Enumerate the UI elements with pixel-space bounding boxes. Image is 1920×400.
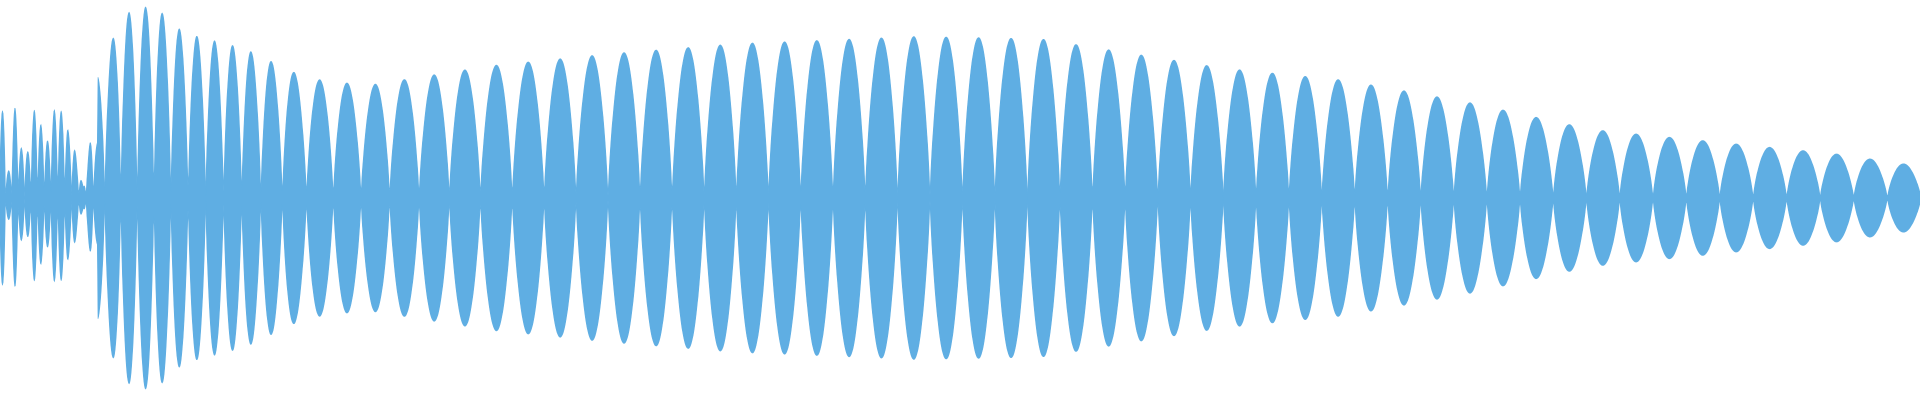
waveform-shape [0,6,1920,390]
